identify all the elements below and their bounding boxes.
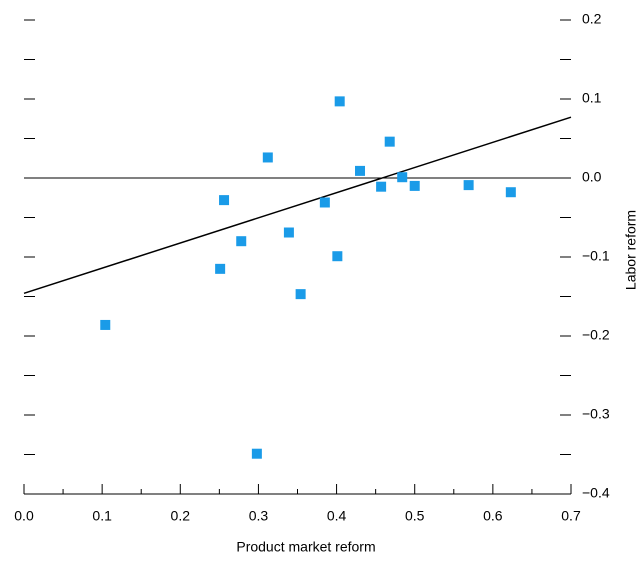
point	[283, 227, 294, 238]
y-tick-label: −0.3	[582, 406, 610, 422]
point	[262, 152, 273, 163]
point	[355, 165, 366, 176]
y-tick-label: 0.2	[582, 11, 602, 27]
point	[376, 181, 387, 192]
y-tick-label: −0.1	[582, 248, 610, 264]
x-tick-label: 0.7	[561, 508, 581, 524]
trend-line	[23, 116, 572, 295]
point	[334, 96, 345, 107]
x-tick-label: 0.0	[14, 508, 34, 524]
point	[219, 195, 230, 206]
point	[463, 180, 474, 191]
y-axis-title: Labor reform	[623, 210, 639, 290]
point	[409, 180, 420, 191]
point	[236, 236, 247, 247]
x-axis-title: Product market reform	[236, 539, 375, 555]
y-tick-label: −0.4	[582, 485, 610, 501]
point	[251, 448, 262, 459]
x-tick-label: 0.4	[327, 508, 347, 524]
x-tick-label: 0.3	[249, 508, 269, 524]
point	[397, 172, 408, 183]
y-tick-label: −0.2	[582, 327, 610, 343]
point	[384, 136, 395, 147]
x-tick-label: 0.5	[405, 508, 425, 524]
point	[215, 263, 226, 274]
x-tick-label: 0.6	[483, 508, 503, 524]
x-tick-label: 0.2	[171, 508, 191, 524]
point	[100, 319, 111, 330]
point	[319, 197, 330, 208]
point	[295, 289, 306, 300]
x-tick-label: 0.1	[92, 508, 112, 524]
y-tick-label: 0.1	[582, 90, 602, 106]
point	[332, 251, 343, 262]
point	[505, 187, 516, 198]
y-tick-label: 0.0	[582, 169, 602, 185]
